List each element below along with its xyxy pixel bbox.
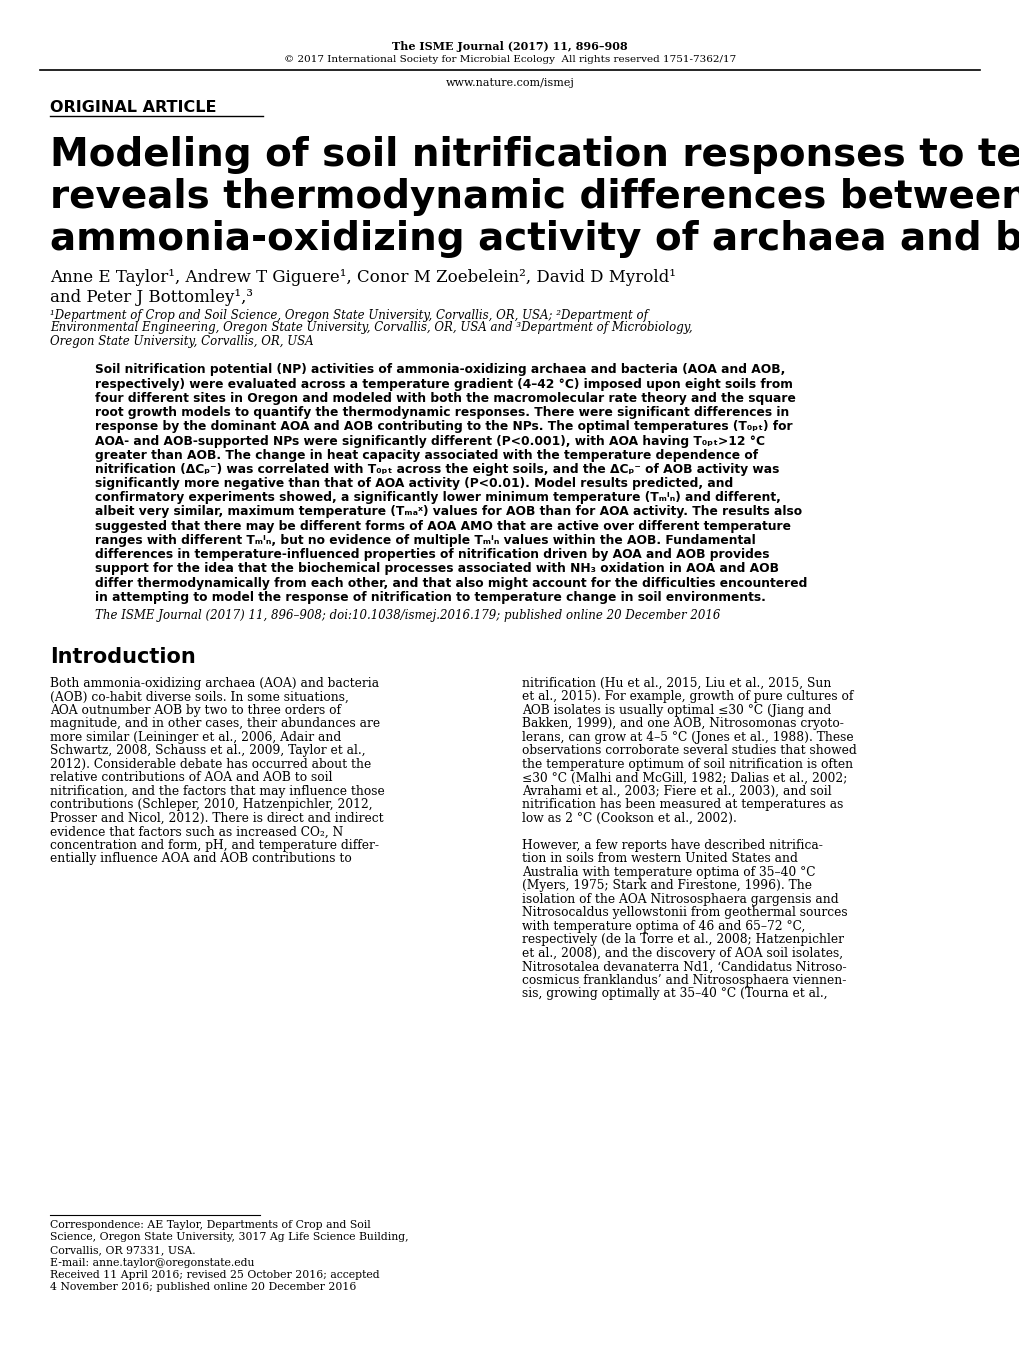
Text: suggested that there may be different forms of AOA AMO that are active over diff: suggested that there may be different fo… [95,520,790,533]
Text: differences in temperature-influenced properties of nitrification driven by AOA : differences in temperature-influenced pr… [95,549,768,561]
Text: ≤30 °C (Malhi and McGill, 1982; Dalias et al., 2002;: ≤30 °C (Malhi and McGill, 1982; Dalias e… [522,771,847,785]
Text: ORIGINAL ARTICLE: ORIGINAL ARTICLE [50,100,216,115]
Text: Soil nitrification potential (NP) activities of ammonia-oxidizing archaea and ba: Soil nitrification potential (NP) activi… [95,363,785,377]
Text: 2012). Considerable debate has occurred about the: 2012). Considerable debate has occurred … [50,757,371,771]
Text: The ISME Journal (2017) 11, 896–908: The ISME Journal (2017) 11, 896–908 [391,41,628,51]
Text: confirmatory experiments showed, a significantly lower minimum temperature (Tₘᴵₙ: confirmatory experiments showed, a signi… [95,492,781,504]
Text: Correspondence: AE Taylor, Departments of Crop and Soil: Correspondence: AE Taylor, Departments o… [50,1220,370,1230]
Text: ¹Department of Crop and Soil Science, Oregon State University, Corvallis, OR, US: ¹Department of Crop and Soil Science, Or… [50,309,647,321]
Text: cosmicus franklandus’ and Nitrososphaera viennen-: cosmicus franklandus’ and Nitrososphaera… [522,974,846,986]
Text: low as 2 °C (Cookson et al., 2002).: low as 2 °C (Cookson et al., 2002). [522,812,736,825]
Text: tion in soils from western United States and: tion in soils from western United States… [522,852,797,866]
Text: Australia with temperature optima of 35–40 °C: Australia with temperature optima of 35–… [522,866,815,879]
Text: nitrification has been measured at temperatures as: nitrification has been measured at tempe… [522,798,843,812]
Text: reveals thermodynamic differences between: reveals thermodynamic differences betwee… [50,178,1019,215]
Text: However, a few reports have described nitrifica-: However, a few reports have described ni… [522,839,822,852]
Text: Modeling of soil nitrification responses to temperature: Modeling of soil nitrification responses… [50,136,1019,173]
Text: contributions (Schleper, 2010, Hatzenpichler, 2012,: contributions (Schleper, 2010, Hatzenpic… [50,798,372,812]
Text: the temperature optimum of soil nitrification is often: the temperature optimum of soil nitrific… [522,757,852,771]
Text: 4 November 2016; published online 20 December 2016: 4 November 2016; published online 20 Dec… [50,1282,356,1293]
Text: concentration and form, pH, and temperature differ-: concentration and form, pH, and temperat… [50,839,379,852]
Text: Avrahami et al., 2003; Fiere et al., 2003), and soil: Avrahami et al., 2003; Fiere et al., 200… [522,785,830,798]
Text: Corvallis, OR 97331, USA.: Corvallis, OR 97331, USA. [50,1245,196,1255]
Text: et al., 2008), and the discovery of AOA soil isolates,: et al., 2008), and the discovery of AOA … [522,947,843,959]
Text: Schwartz, 2008, Schauss et al., 2009, Taylor et al.,: Schwartz, 2008, Schauss et al., 2009, Ta… [50,744,365,757]
Text: support for the idea that the biochemical processes associated with NH₃ oxidatio: support for the idea that the biochemica… [95,562,779,576]
Text: observations corroborate several studies that showed: observations corroborate several studies… [522,744,856,757]
Text: ammonia-oxidizing activity of archaea and bacteria: ammonia-oxidizing activity of archaea an… [50,220,1019,257]
Text: Oregon State University, Corvallis, OR, USA: Oregon State University, Corvallis, OR, … [50,335,313,347]
Text: nitrification (ΔCₚ⁻) was correlated with T₀ₚₜ across the eight soils, and the ΔC: nitrification (ΔCₚ⁻) was correlated with… [95,463,779,476]
Text: in attempting to model the response of nitrification to temperature change in so: in attempting to model the response of n… [95,591,765,604]
Text: respectively) were evaluated across a temperature gradient (4–42 °C) imposed upo: respectively) were evaluated across a te… [95,378,792,390]
Text: Nitrosotalea devanaterra Nd1, ‘Candidatus Nitroso-: Nitrosotalea devanaterra Nd1, ‘Candidatu… [522,961,846,973]
Text: Bakken, 1999), and one AOB, Nitrosomonas cryoto-: Bakken, 1999), and one AOB, Nitrosomonas… [522,717,843,730]
Text: sis, growing optimally at 35–40 °C (Tourna et al.,: sis, growing optimally at 35–40 °C (Tour… [522,988,826,1000]
Text: respectively (de la Torre et al., 2008; Hatzenpichler: respectively (de la Torre et al., 2008; … [522,934,843,946]
Text: © 2017 International Society for Microbial Ecology  All rights reserved 1751-736: © 2017 International Society for Microbi… [283,56,736,65]
Text: Science, Oregon State University, 3017 Ag Life Science Building,: Science, Oregon State University, 3017 A… [50,1233,409,1243]
Text: entially influence AOA and AOB contributions to: entially influence AOA and AOB contribut… [50,852,352,866]
Text: Anne E Taylor¹, Andrew T Giguere¹, Conor M Zoebelein², David D Myrold¹: Anne E Taylor¹, Andrew T Giguere¹, Conor… [50,270,676,286]
Text: differ thermodynamically from each other, and that also might account for the di: differ thermodynamically from each other… [95,576,807,589]
Text: AOB isolates is usually optimal ≤30 °C (Jiang and: AOB isolates is usually optimal ≤30 °C (… [522,703,830,717]
Text: ranges with different Tₘᴵₙ, but no evidence of multiple Tₘᴵₙ values within the A: ranges with different Tₘᴵₙ, but no evide… [95,534,755,547]
Text: Both ammonia-oxidizing archaea (AOA) and bacteria: Both ammonia-oxidizing archaea (AOA) and… [50,678,379,690]
Text: (AOB) co-habit diverse soils. In some situations,: (AOB) co-habit diverse soils. In some si… [50,691,348,703]
Text: with temperature optima of 46 and 65–72 °C,: with temperature optima of 46 and 65–72 … [522,920,805,932]
Text: and Peter J Bottomley¹,³: and Peter J Bottomley¹,³ [50,289,253,305]
Text: et al., 2015). For example, growth of pure cultures of: et al., 2015). For example, growth of pu… [522,691,853,703]
Text: more similar (Leininger et al., 2006, Adair and: more similar (Leininger et al., 2006, Ad… [50,730,341,744]
Text: www.nature.com/ismej: www.nature.com/ismej [445,79,574,88]
Text: relative contributions of AOA and AOB to soil: relative contributions of AOA and AOB to… [50,771,332,785]
Text: nitrification (Hu et al., 2015, Liu et al., 2015, Sun: nitrification (Hu et al., 2015, Liu et a… [522,678,830,690]
Text: isolation of the AOA Nitrososphaera gargensis and: isolation of the AOA Nitrososphaera garg… [522,893,838,906]
Text: lerans, can grow at 4–5 °C (Jones et al., 1988). These: lerans, can grow at 4–5 °C (Jones et al.… [522,730,853,744]
Text: Nitrosocaldus yellowstonii from geothermal sources: Nitrosocaldus yellowstonii from geotherm… [522,906,847,920]
Text: E-mail: anne.taylor@oregonstate.edu: E-mail: anne.taylor@oregonstate.edu [50,1257,255,1267]
Text: magnitude, and in other cases, their abundances are: magnitude, and in other cases, their abu… [50,717,380,730]
Text: Prosser and Nicol, 2012). There is direct and indirect: Prosser and Nicol, 2012). There is direc… [50,812,383,825]
Text: AOA outnumber AOB by two to three orders of: AOA outnumber AOB by two to three orders… [50,703,340,717]
Text: Introduction: Introduction [50,648,196,668]
Text: nitrification, and the factors that may influence those: nitrification, and the factors that may … [50,785,384,798]
Text: response by the dominant AOA and AOB contributing to the NPs. The optimal temper: response by the dominant AOA and AOB con… [95,420,792,434]
Text: Received 11 April 2016; revised 25 October 2016; accepted: Received 11 April 2016; revised 25 Octob… [50,1270,379,1280]
Text: AOA- and AOB-supported NPs were significantly different (P<0.001), with AOA havi: AOA- and AOB-supported NPs were signific… [95,435,764,447]
Text: significantly more negative than that of AOA activity (P<0.01). Model results pr: significantly more negative than that of… [95,477,733,491]
Text: albeit very similar, maximum temperature (Tₘₐˣ) values for AOB than for AOA acti: albeit very similar, maximum temperature… [95,505,801,519]
Text: evidence that factors such as increased CO₂, N: evidence that factors such as increased … [50,825,343,839]
Text: The ISME Journal (2017) 11, 896–908; doi:10.1038/ismej.2016.179; published onlin: The ISME Journal (2017) 11, 896–908; doi… [95,608,719,622]
Text: root growth models to quantify the thermodynamic responses. There were significa: root growth models to quantify the therm… [95,406,789,419]
Text: Environmental Engineering, Oregon State University, Corvallis, OR, USA and ³Depa: Environmental Engineering, Oregon State … [50,321,692,335]
Text: greater than AOB. The change in heat capacity associated with the temperature de: greater than AOB. The change in heat cap… [95,449,757,462]
Text: (Myers, 1975; Stark and Firestone, 1996). The: (Myers, 1975; Stark and Firestone, 1996)… [522,879,811,893]
Text: four different sites in Oregon and modeled with both the macromolecular rate the: four different sites in Oregon and model… [95,392,795,405]
